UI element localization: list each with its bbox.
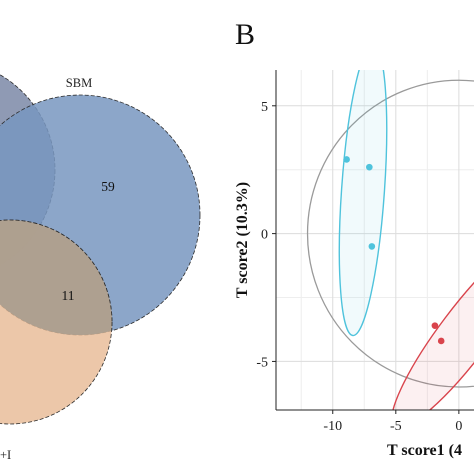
- group-ellipse-0: [338, 70, 388, 337]
- scatter-plot: -10 -5 0 5 0 -5 T score1 (4 T score2 (10.3%): [234, 70, 474, 459]
- x-tick-label: 0: [455, 419, 462, 434]
- y-tick-label: 0: [261, 228, 268, 243]
- venn-label-sbm: SBM: [66, 76, 92, 90]
- venn-diagram: SBM +I 59 11: [0, 74, 201, 462]
- data-point-0: [368, 243, 376, 250]
- group-ellipse-1: [390, 237, 474, 410]
- y-tick-label: -5: [256, 355, 268, 370]
- x-tick-label: -10: [323, 419, 342, 434]
- y-axis-title: T score2 (10.3%): [234, 182, 251, 298]
- venn-label-i: +I: [0, 448, 11, 462]
- axis-ticks: -10 -5 0 5 0 -5: [256, 100, 462, 434]
- venn-value-sbm-only: 59: [101, 179, 115, 194]
- data-point-0: [366, 163, 373, 171]
- plot-area: [276, 70, 474, 410]
- x-axis-title: T score1 (4: [387, 442, 462, 459]
- y-tick-label: 5: [261, 100, 268, 115]
- data-point-1: [437, 337, 445, 345]
- confidence-ellipse: [306, 79, 474, 388]
- x-tick-label: -5: [390, 419, 402, 434]
- data-point-0: [343, 156, 350, 163]
- data-point-1: [431, 322, 439, 329]
- venn-value-overlap: 11: [62, 288, 75, 303]
- plot-content: [306, 70, 474, 410]
- panel-label-b: B: [235, 18, 255, 51]
